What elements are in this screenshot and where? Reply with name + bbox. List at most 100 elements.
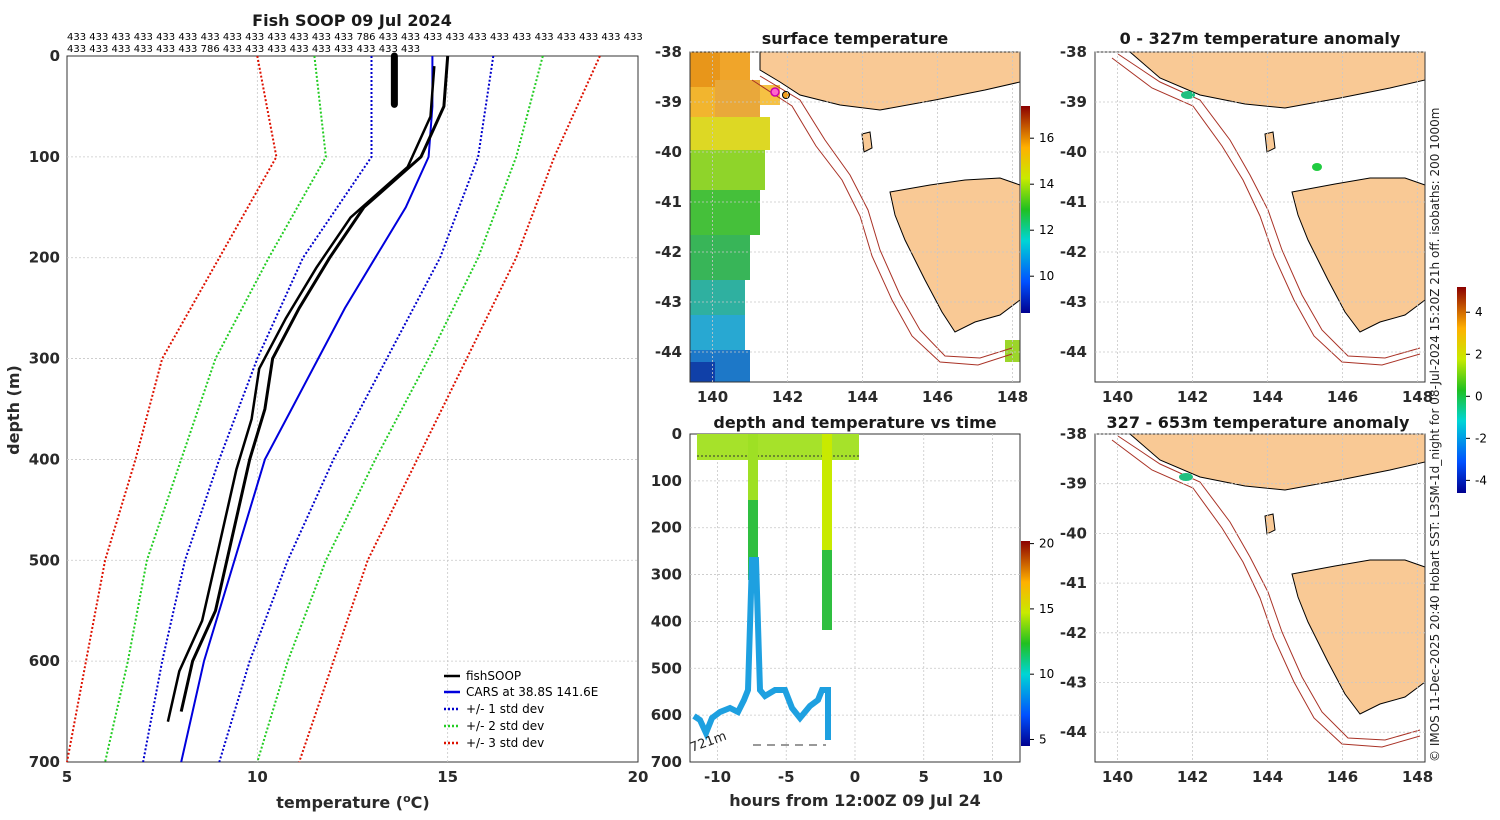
anom-top-lat-tick: -43 bbox=[1060, 293, 1087, 311]
anomaly-colorbar-ticks: 4 2 0 -2 -4 bbox=[1466, 305, 1487, 487]
sst-lat-tick: -43 bbox=[655, 293, 682, 311]
sst-lon-tick: 142 bbox=[772, 388, 803, 406]
anom-top-lat-tick: -40 bbox=[1060, 143, 1087, 161]
profile-y-label: depth (m) bbox=[4, 365, 23, 455]
time-x-label: hours from 12:00Z 09 Jul 24 bbox=[729, 791, 980, 810]
time-track bbox=[692, 434, 859, 746]
sst-gridlines bbox=[690, 51, 1020, 382]
sst-colorbar-tick-label: 14 bbox=[1039, 177, 1054, 191]
anomaly-colorbar-tick-label: 4 bbox=[1475, 305, 1483, 319]
anom-bottom-gridlines bbox=[1095, 433, 1425, 762]
profile-y-tick: 100 bbox=[29, 148, 60, 166]
anomaly-colorbar-tick-label: 0 bbox=[1475, 389, 1483, 403]
time-colorbar-tick-label: 10 bbox=[1039, 667, 1054, 681]
profile-legend: fishSOOP CARS at 38.8S 141.6E +/- 1 std … bbox=[444, 669, 598, 750]
anom-top-king-island bbox=[1264, 131, 1276, 153]
profile-series-fish-trace-2 bbox=[166, 66, 436, 722]
profile-y-tick: 0 bbox=[50, 47, 60, 65]
sst-tasmania bbox=[889, 177, 1021, 333]
sst-lat-tick: -40 bbox=[655, 143, 682, 161]
anom-top-gridlines bbox=[1095, 51, 1425, 382]
anom-top-ticks: 140 142 144 146 148 -38 -39 -40 -41 -42 -43 -44 bbox=[1060, 43, 1433, 406]
sst-lat-tick: -39 bbox=[655, 93, 682, 111]
sst-lat-tick: -44 bbox=[655, 343, 682, 361]
profile-panel: Fish SOOP 09 Jul 2024 433 433 433 433 43… bbox=[4, 11, 648, 812]
anom-bottom-isobath-200 bbox=[1117, 435, 1421, 741]
anom-top-isobath-1000 bbox=[1111, 57, 1421, 366]
sst-mainland bbox=[759, 51, 1021, 111]
sst-colorbar-tick-label: 12 bbox=[1039, 223, 1054, 237]
sst-position-marker bbox=[770, 87, 780, 97]
profile-series--2-std-dev-high- bbox=[256, 55, 544, 763]
profile-series--3-std-dev-high- bbox=[298, 55, 601, 763]
anom-top-lat-tick: -41 bbox=[1060, 193, 1087, 211]
anomaly-bottom-title: 327 - 653m temperature anomaly bbox=[1107, 413, 1410, 432]
anom-top-lat-tick: -44 bbox=[1060, 343, 1087, 361]
instrument-id-row-2: 433 433 433 433 433 433 786 433 433 433 … bbox=[67, 44, 420, 55]
time-colorbar-tick-label: 20 bbox=[1039, 537, 1054, 551]
profile-y-tick: 200 bbox=[29, 249, 60, 267]
anom-top-lon-tick: 144 bbox=[1252, 388, 1283, 406]
anomaly-top-panel: 0 - 327m temperature anomaly 140 142 144 14… bbox=[1060, 29, 1433, 406]
time-colorbar-tick-label: 15 bbox=[1039, 602, 1054, 616]
anom-bottom-lon-tick: 148 bbox=[1402, 768, 1433, 786]
profile-y-tick: 500 bbox=[29, 551, 60, 569]
anomaly-colorbar bbox=[1457, 287, 1466, 493]
profile-y-tick: 600 bbox=[29, 652, 60, 670]
anomaly-top-title: 0 - 327m temperature anomaly bbox=[1120, 29, 1401, 48]
legend-sd2: +/- 2 std dev bbox=[466, 719, 544, 733]
profile-series bbox=[66, 52, 601, 763]
sst-colorbar bbox=[1021, 106, 1030, 313]
profile-y-tick: 300 bbox=[29, 350, 60, 368]
legend-fish: fishSOOP bbox=[466, 669, 521, 683]
anom-bottom-lat-tick: -41 bbox=[1060, 574, 1087, 592]
profile-gridlines bbox=[67, 56, 638, 762]
anom-bottom-isobath-1000 bbox=[1111, 439, 1421, 748]
anom-bottom-lat-tick: -42 bbox=[1060, 624, 1087, 642]
anom-top-lat-tick: -38 bbox=[1060, 43, 1087, 61]
time-x-tick: 10 bbox=[982, 768, 1003, 786]
anom-top-mainland bbox=[1128, 51, 1426, 109]
sst-colorbar-tick-label: 10 bbox=[1039, 269, 1054, 283]
anom-bottom-lat-tick: -38 bbox=[1060, 425, 1087, 443]
sst-isobath-200 bbox=[759, 75, 1013, 359]
anom-bottom-tasmania bbox=[1291, 559, 1426, 715]
profile-series--2-std-dev-low- bbox=[104, 55, 327, 763]
time-y-tick: 0 bbox=[672, 425, 682, 443]
profile-y-tick: 700 bbox=[29, 753, 60, 771]
profile-series-fishsoop bbox=[179, 55, 450, 712]
anom-bottom-marker bbox=[1179, 473, 1193, 481]
profile-series--1-std-dev-low- bbox=[142, 56, 373, 763]
anom-bottom-lat-tick: -44 bbox=[1060, 723, 1087, 741]
legend-cars: CARS at 38.8S 141.6E bbox=[466, 685, 598, 699]
anom-bottom-ticks: 140 142 144 146 148 -38 -39 -40 -41 -42 -43 -44 bbox=[1060, 425, 1433, 786]
anom-bottom-lon-tick: 142 bbox=[1177, 768, 1208, 786]
time-colorbar-ticks: 5 10 15 20 bbox=[1030, 537, 1054, 746]
time-colorbar-tick-label: 5 bbox=[1039, 732, 1047, 746]
anom-bottom-lat-tick: -39 bbox=[1060, 475, 1087, 493]
credit-text: © IMOS 11-Dec-2025 20:40 Hobart SST: L3S… bbox=[1428, 108, 1442, 763]
sst-lon-tick: 144 bbox=[847, 388, 878, 406]
legend-sd3: +/- 3 std dev bbox=[466, 736, 544, 750]
anom-bottom-lon-tick: 140 bbox=[1102, 768, 1133, 786]
time-panel: depth and temperature vs time -10 -5 0 5 100… bbox=[651, 413, 1055, 810]
anomaly-colorbar-tick-label: -2 bbox=[1475, 431, 1487, 445]
sst-map-panel: surface temperature 140 142 144 146 148 -38 -3… bbox=[655, 29, 1054, 406]
time-y-tick: 500 bbox=[651, 659, 682, 677]
time-colorbar bbox=[1021, 541, 1030, 746]
time-x-tick: -5 bbox=[778, 768, 795, 786]
time-x-tick: -10 bbox=[704, 768, 731, 786]
profile-title: Fish SOOP 09 Jul 2024 bbox=[252, 11, 452, 30]
time-panel-title: depth and temperature vs time bbox=[713, 413, 996, 432]
sst-field bbox=[690, 52, 1020, 382]
sst-lon-tick: 140 bbox=[697, 388, 728, 406]
profile-x-tick: 10 bbox=[247, 768, 268, 786]
sst-lat-tick: -41 bbox=[655, 193, 682, 211]
sst-isobath-1000 bbox=[751, 79, 1013, 366]
anom-top-lon-tick: 142 bbox=[1177, 388, 1208, 406]
profile-y-ticks: 0 100 200 300 400 500 600 700 bbox=[29, 47, 60, 771]
time-y-tick: 300 bbox=[651, 566, 682, 584]
instrument-id-row-1: 433 433 433 433 433 433 433 433 433 433 … bbox=[67, 32, 643, 43]
profile-series-cars-at-38-8s-141-6e bbox=[180, 56, 434, 763]
anom-top-lon-tick: 140 bbox=[1102, 388, 1133, 406]
